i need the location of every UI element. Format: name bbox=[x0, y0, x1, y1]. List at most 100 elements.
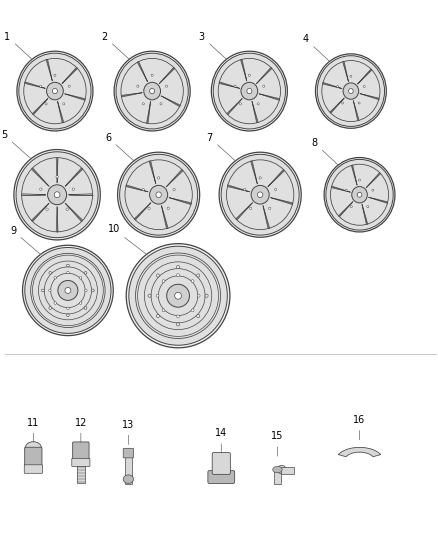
Ellipse shape bbox=[39, 85, 42, 87]
Ellipse shape bbox=[275, 188, 277, 191]
Ellipse shape bbox=[79, 302, 82, 304]
Polygon shape bbox=[351, 165, 357, 185]
Ellipse shape bbox=[162, 280, 165, 282]
Polygon shape bbox=[159, 67, 175, 84]
Ellipse shape bbox=[14, 150, 100, 240]
Bar bbox=[125, 455, 132, 484]
Ellipse shape bbox=[85, 289, 87, 292]
Polygon shape bbox=[62, 67, 78, 84]
Ellipse shape bbox=[343, 83, 359, 99]
Polygon shape bbox=[146, 101, 151, 124]
Ellipse shape bbox=[257, 103, 259, 105]
Ellipse shape bbox=[345, 189, 347, 191]
Polygon shape bbox=[252, 101, 258, 123]
Ellipse shape bbox=[213, 53, 286, 129]
Polygon shape bbox=[227, 99, 242, 115]
Polygon shape bbox=[271, 198, 293, 205]
Ellipse shape bbox=[148, 207, 150, 209]
Ellipse shape bbox=[359, 179, 360, 181]
Ellipse shape bbox=[372, 189, 374, 191]
Polygon shape bbox=[21, 194, 46, 196]
Polygon shape bbox=[65, 94, 85, 100]
Ellipse shape bbox=[326, 159, 393, 230]
Ellipse shape bbox=[156, 294, 159, 297]
Polygon shape bbox=[219, 82, 240, 88]
Ellipse shape bbox=[54, 302, 57, 304]
Polygon shape bbox=[161, 96, 180, 107]
Ellipse shape bbox=[205, 294, 208, 297]
Ellipse shape bbox=[166, 85, 167, 87]
Ellipse shape bbox=[156, 192, 161, 198]
Ellipse shape bbox=[68, 85, 70, 87]
Ellipse shape bbox=[197, 274, 200, 277]
Ellipse shape bbox=[160, 103, 162, 105]
Polygon shape bbox=[330, 98, 344, 113]
Ellipse shape bbox=[248, 74, 251, 76]
Ellipse shape bbox=[42, 289, 44, 292]
Ellipse shape bbox=[46, 208, 48, 211]
Ellipse shape bbox=[67, 307, 69, 310]
Text: 13: 13 bbox=[122, 419, 134, 445]
Ellipse shape bbox=[19, 53, 91, 129]
Text: 9: 9 bbox=[10, 225, 41, 255]
Polygon shape bbox=[339, 201, 353, 217]
Polygon shape bbox=[32, 99, 48, 115]
Ellipse shape bbox=[342, 102, 344, 104]
Text: 4: 4 bbox=[303, 34, 329, 61]
Ellipse shape bbox=[114, 51, 190, 131]
Ellipse shape bbox=[317, 56, 385, 126]
FancyBboxPatch shape bbox=[24, 465, 42, 473]
Ellipse shape bbox=[273, 466, 282, 473]
Text: 15: 15 bbox=[271, 431, 284, 456]
Ellipse shape bbox=[324, 158, 395, 232]
Ellipse shape bbox=[54, 192, 60, 198]
Ellipse shape bbox=[39, 188, 42, 190]
Text: 8: 8 bbox=[311, 138, 338, 165]
Ellipse shape bbox=[177, 265, 180, 269]
Polygon shape bbox=[65, 203, 83, 222]
Text: 3: 3 bbox=[199, 31, 226, 59]
Polygon shape bbox=[251, 161, 258, 184]
Ellipse shape bbox=[49, 306, 52, 309]
Polygon shape bbox=[236, 203, 253, 220]
Polygon shape bbox=[339, 447, 381, 457]
Ellipse shape bbox=[349, 88, 353, 93]
Polygon shape bbox=[227, 185, 250, 192]
Text: 12: 12 bbox=[74, 417, 87, 442]
Ellipse shape bbox=[367, 206, 369, 208]
Polygon shape bbox=[366, 173, 381, 188]
Ellipse shape bbox=[250, 207, 252, 209]
Text: 14: 14 bbox=[215, 428, 227, 453]
Polygon shape bbox=[161, 206, 168, 229]
Ellipse shape bbox=[218, 59, 280, 124]
Text: 1: 1 bbox=[4, 31, 32, 59]
Ellipse shape bbox=[67, 271, 69, 274]
FancyBboxPatch shape bbox=[73, 442, 89, 460]
Ellipse shape bbox=[31, 253, 105, 327]
Ellipse shape bbox=[92, 289, 94, 292]
Ellipse shape bbox=[177, 315, 180, 318]
Ellipse shape bbox=[363, 85, 365, 87]
FancyBboxPatch shape bbox=[25, 447, 42, 467]
Ellipse shape bbox=[197, 294, 200, 297]
Ellipse shape bbox=[352, 187, 367, 203]
Ellipse shape bbox=[72, 188, 74, 190]
Polygon shape bbox=[149, 161, 156, 184]
FancyBboxPatch shape bbox=[208, 471, 235, 483]
Ellipse shape bbox=[151, 74, 153, 76]
Ellipse shape bbox=[116, 53, 188, 129]
Ellipse shape bbox=[21, 158, 92, 232]
Ellipse shape bbox=[84, 271, 87, 274]
Ellipse shape bbox=[53, 88, 57, 94]
Ellipse shape bbox=[268, 207, 271, 209]
Ellipse shape bbox=[241, 82, 258, 100]
FancyBboxPatch shape bbox=[72, 458, 90, 466]
Ellipse shape bbox=[177, 323, 180, 326]
Ellipse shape bbox=[191, 280, 194, 282]
Ellipse shape bbox=[150, 185, 168, 204]
Ellipse shape bbox=[191, 309, 194, 312]
Ellipse shape bbox=[54, 74, 56, 76]
Ellipse shape bbox=[48, 185, 67, 205]
Ellipse shape bbox=[350, 206, 352, 208]
Ellipse shape bbox=[244, 188, 246, 191]
